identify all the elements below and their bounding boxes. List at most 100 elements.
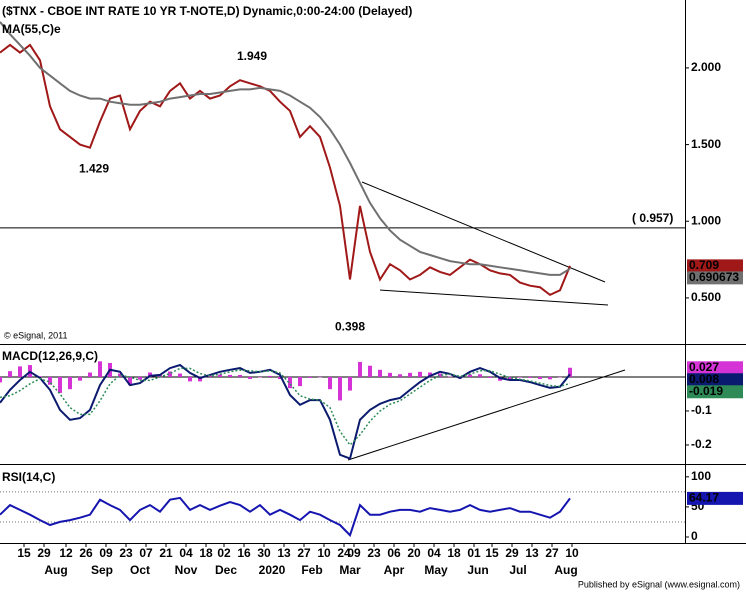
histogram-bar (358, 361, 362, 377)
histogram-bar (78, 376, 82, 381)
last-value-box (687, 385, 743, 399)
histogram-bar (18, 366, 22, 377)
histogram-bar (428, 372, 432, 377)
histogram-bar (478, 374, 482, 377)
histogram-bar (58, 376, 62, 393)
x-tick-label: 21 (159, 546, 173, 560)
histogram-bar (98, 361, 102, 377)
histogram-bar (278, 376, 282, 379)
y-tick-label: 1.000 (691, 213, 721, 227)
x-tick-label: 13 (525, 546, 539, 560)
x-tick-label: 06 (387, 546, 401, 560)
x-tick-label: 30 (257, 546, 271, 560)
histogram-bar (318, 376, 322, 378)
x-tick-label: 29 (37, 546, 51, 560)
x-period-label: May (424, 563, 448, 577)
y-tick-label: 100 (691, 469, 711, 483)
y-tick-label: 2.000 (691, 60, 721, 74)
last-value-box (687, 259, 743, 273)
x-tick-label: 16 (237, 546, 251, 560)
trend-line (379, 289, 609, 306)
x-tick-label: 01 (467, 546, 481, 560)
x-period-label: Dec (215, 563, 237, 577)
x-period-label: Nov (175, 563, 198, 577)
x-tick-label: 23 (119, 546, 133, 560)
histogram-bar (218, 374, 222, 377)
x-tick-label: 13 (277, 546, 291, 560)
series-line (0, 496, 571, 538)
histogram-bar (48, 376, 52, 385)
histogram-bar (528, 376, 532, 378)
series-line (0, 363, 571, 460)
y-tick-label: -0.1 (691, 403, 712, 417)
y-tick-label: -0.2 (691, 437, 712, 451)
y-tick-label: 1.500 (691, 137, 721, 151)
x-period-label: Feb (301, 563, 322, 577)
histogram-bar (88, 372, 92, 377)
last-value-label: 0.690673 (689, 270, 739, 284)
histogram-bar (138, 376, 142, 380)
histogram-bar (558, 376, 562, 378)
annotation: 1.949 (237, 49, 267, 63)
x-tick-label: 18 (199, 546, 213, 560)
x-period-label: Oct (130, 563, 150, 577)
series-line (0, 21, 571, 276)
last-value-label: -0.019 (689, 384, 723, 398)
last-value-box (687, 491, 743, 505)
histogram-bar (488, 376, 492, 378)
histogram-bar (168, 371, 172, 377)
last-value-label: 0.027 (689, 360, 719, 374)
x-period-label: Aug (44, 563, 67, 577)
x-tick-label: 10 (317, 546, 331, 560)
x-tick-label: 04 (427, 546, 441, 560)
histogram-bar (158, 374, 162, 377)
x-period-label: Jun (467, 563, 488, 577)
x-tick-label: 10 (565, 546, 579, 560)
histogram-bar (118, 373, 122, 377)
x-period-label: Apr (384, 563, 405, 577)
histogram-bar (68, 376, 72, 390)
histogram-bar (238, 374, 242, 377)
x-tick-label: 29 (505, 546, 519, 560)
x-period-label: 2020 (259, 563, 286, 577)
histogram-bar (178, 373, 182, 377)
histogram-bar (508, 376, 512, 380)
histogram-bar (38, 376, 42, 377)
last-value-label: 0.008 (689, 372, 719, 386)
last-value-label: 64.17 (689, 491, 719, 505)
histogram-bar (388, 372, 392, 377)
histogram-bar (308, 376, 312, 378)
trend-line (361, 181, 606, 283)
panel-title: RSI(14,C) (2, 470, 55, 484)
histogram-bar (228, 374, 232, 377)
histogram-bar (8, 371, 12, 377)
x-tick-label: 09 (347, 546, 361, 560)
histogram-bar (468, 374, 472, 377)
x-tick-label: 02 (217, 546, 231, 560)
x-tick-label: 27 (297, 546, 311, 560)
histogram-bar (548, 376, 552, 380)
x-tick-label: 15 (485, 546, 499, 560)
histogram-bar (408, 372, 412, 377)
histogram-bar (288, 376, 292, 389)
histogram-bar (258, 376, 262, 378)
annotation: 0.398 (335, 320, 365, 334)
histogram-bar (148, 372, 152, 377)
x-tick-label: 12 (59, 546, 73, 560)
panel-title: MACD(12,26,9,C) (2, 349, 98, 363)
x-period-label: Mar (339, 563, 361, 577)
x-tick-label: 23 (367, 546, 381, 560)
copyright-note: © eSignal, 2011 (4, 330, 68, 340)
y-tick-label: 0 (691, 529, 698, 543)
histogram-bar (298, 376, 302, 387)
reference-label: ( 0.957) (632, 211, 673, 225)
last-value-box (687, 271, 743, 285)
last-value-label: 0.709 (689, 258, 719, 272)
series-line (0, 367, 571, 447)
x-tick-label: 15 (17, 546, 31, 560)
y-tick-label: 0.500 (691, 290, 721, 304)
panel-title: ($TNX - CBOE INT RATE 10 YR T-NOTE,D) Dy… (2, 4, 412, 18)
x-tick-label: 09 (99, 546, 113, 560)
x-tick-label: 04 (179, 546, 193, 560)
